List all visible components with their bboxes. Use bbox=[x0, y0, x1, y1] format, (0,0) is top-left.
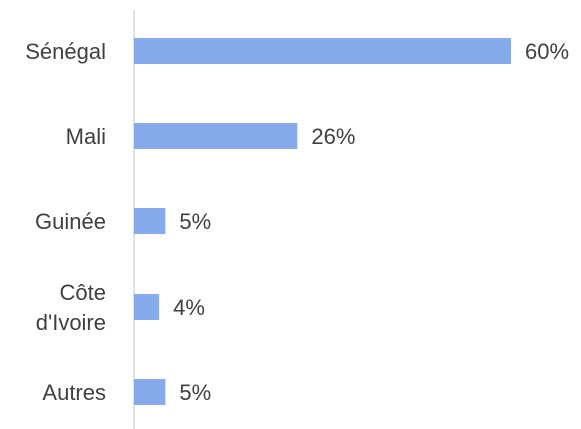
bar-5 bbox=[134, 379, 166, 405]
category-label-1: Sénégal bbox=[25, 39, 106, 64]
bar-2 bbox=[134, 123, 298, 149]
category-labels-group: Sénégal Mali Guinée Côte d'Ivoire Autres bbox=[25, 39, 106, 405]
value-labels-group: 60% 26% 5% 4% 5% bbox=[173, 39, 569, 405]
category-label-5: Autres bbox=[42, 380, 106, 405]
category-label-2: Mali bbox=[66, 124, 106, 149]
category-label-3: Guinée bbox=[35, 209, 106, 234]
value-label-2: 26% bbox=[311, 124, 355, 149]
value-label-5: 5% bbox=[179, 380, 211, 405]
bar-4 bbox=[134, 294, 160, 320]
value-label-4: 4% bbox=[173, 295, 205, 320]
category-label-4: Côte d'Ivoire bbox=[36, 280, 106, 335]
value-label-1: 60% bbox=[525, 39, 569, 64]
bars-group bbox=[134, 38, 511, 405]
bar-1 bbox=[134, 38, 511, 64]
value-label-3: 5% bbox=[179, 209, 211, 234]
bar-3 bbox=[134, 208, 166, 234]
